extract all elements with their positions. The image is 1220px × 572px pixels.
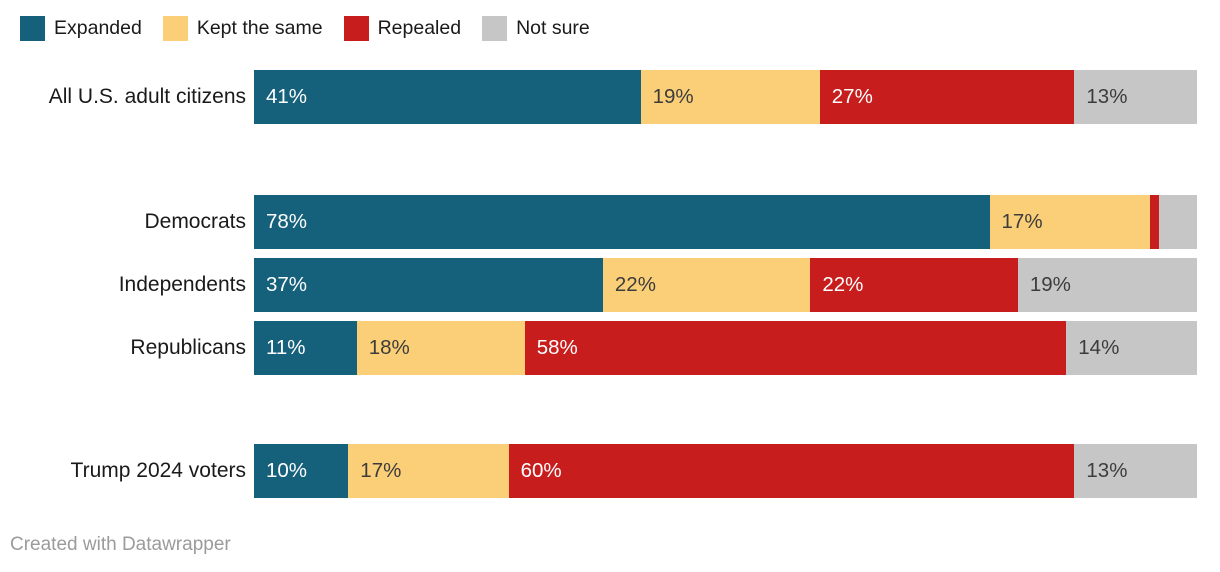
segment-value-label: 19% [652,85,694,108]
segment-value-label: 19% [1029,273,1071,296]
legend-item-expanded: Expanded [20,15,142,41]
segment-value-label: 60% [520,459,562,482]
bar-chart: All U.S. adult citizens 41% 19% 27% 13% Democ… [0,70,1197,498]
bar-segment-repealed [1149,195,1160,249]
legend-label: Not sure [516,16,590,39]
bar-segment-not-sure: 19% [1017,258,1197,312]
stacked-bar: 10% 17% 60% 13% [254,444,1197,498]
legend-item-kept-the-same: Kept the same [162,15,323,41]
category-label: Democrats [144,210,246,233]
table-row: All U.S. adult citizens 41% 19% 27% 13% [0,70,1197,124]
bar-segment-not-sure: 13% [1074,444,1197,498]
legend-swatch-icon [20,15,45,41]
segment-value-label: 13% [1086,459,1128,482]
datawrapper-credit: Created with Datawrapper [10,534,231,555]
segment-value-label: 58% [536,336,578,359]
table-row: Independents 37% 22% 22% 19% [0,258,1197,312]
bar-segment-not-sure: 13% [1074,70,1197,124]
bar-segment-not-sure [1159,195,1197,249]
bar-segment-kept-the-same: 18% [356,321,525,375]
legend-label: Expanded [54,16,142,39]
bar-segment-expanded: 37% [254,258,603,312]
stacked-bar: 78% 17% [254,195,1197,249]
bar-segment-expanded: 78% [254,195,990,249]
stacked-bar: 41% 19% 27% 13% [254,70,1197,124]
category-label: All U.S. adult citizens [48,85,246,108]
segment-value-label: 10% [266,459,308,482]
category-label: Republicans [130,336,246,359]
table-row: Republicans 11% 18% 58% 14% [0,321,1197,375]
bar-segment-kept-the-same: 22% [602,258,811,312]
table-row: Democrats 78% 17% [0,195,1197,249]
segment-value-label: 78% [266,210,308,233]
legend-label: Repealed [377,16,462,39]
bar-segment-kept-the-same: 19% [640,70,820,124]
stacked-bar: 11% 18% 58% 14% [254,321,1197,375]
bar-segment-repealed: 22% [810,258,1018,312]
segment-value-label: 18% [368,336,410,359]
bar-segment-not-sure: 14% [1066,321,1197,375]
category-label: Trump 2024 voters [70,459,246,482]
segment-value-label: 14% [1078,336,1120,359]
bar-segment-expanded: 10% [254,444,349,498]
stacked-bar: 37% 22% 22% 19% [254,258,1197,312]
legend-swatch-icon [343,15,369,41]
segment-value-label: 17% [1001,210,1043,233]
segment-value-label: 22% [614,273,656,296]
table-row: Trump 2024 voters 10% 17% 60% 13% [0,444,1197,498]
bar-segment-kept-the-same: 17% [348,444,509,498]
legend-item-repealed: Repealed [343,15,462,41]
segment-value-label: 37% [266,273,308,296]
bar-segment-repealed: 60% [508,444,1075,498]
segment-value-label: 22% [822,273,864,296]
legend-item-not-sure: Not sure [482,15,590,41]
category-label: Independents [118,273,246,296]
segment-value-label: 17% [360,459,402,482]
legend: Expanded Kept the same Repealed Not sure [20,14,1220,42]
legend-swatch-icon [162,15,188,41]
bar-segment-kept-the-same: 17% [989,195,1150,249]
segment-value-label: 11% [266,336,306,359]
segment-value-label: 27% [831,85,873,108]
segment-value-label: 13% [1086,85,1128,108]
bar-segment-expanded: 41% [254,70,641,124]
bar-segment-repealed: 27% [819,70,1075,124]
segment-value-label: 41% [266,85,308,108]
legend-swatch-icon [482,15,508,41]
legend-label: Kept the same [196,16,323,39]
bar-segment-expanded: 11% [254,321,357,375]
bar-segment-repealed: 58% [524,321,1067,375]
